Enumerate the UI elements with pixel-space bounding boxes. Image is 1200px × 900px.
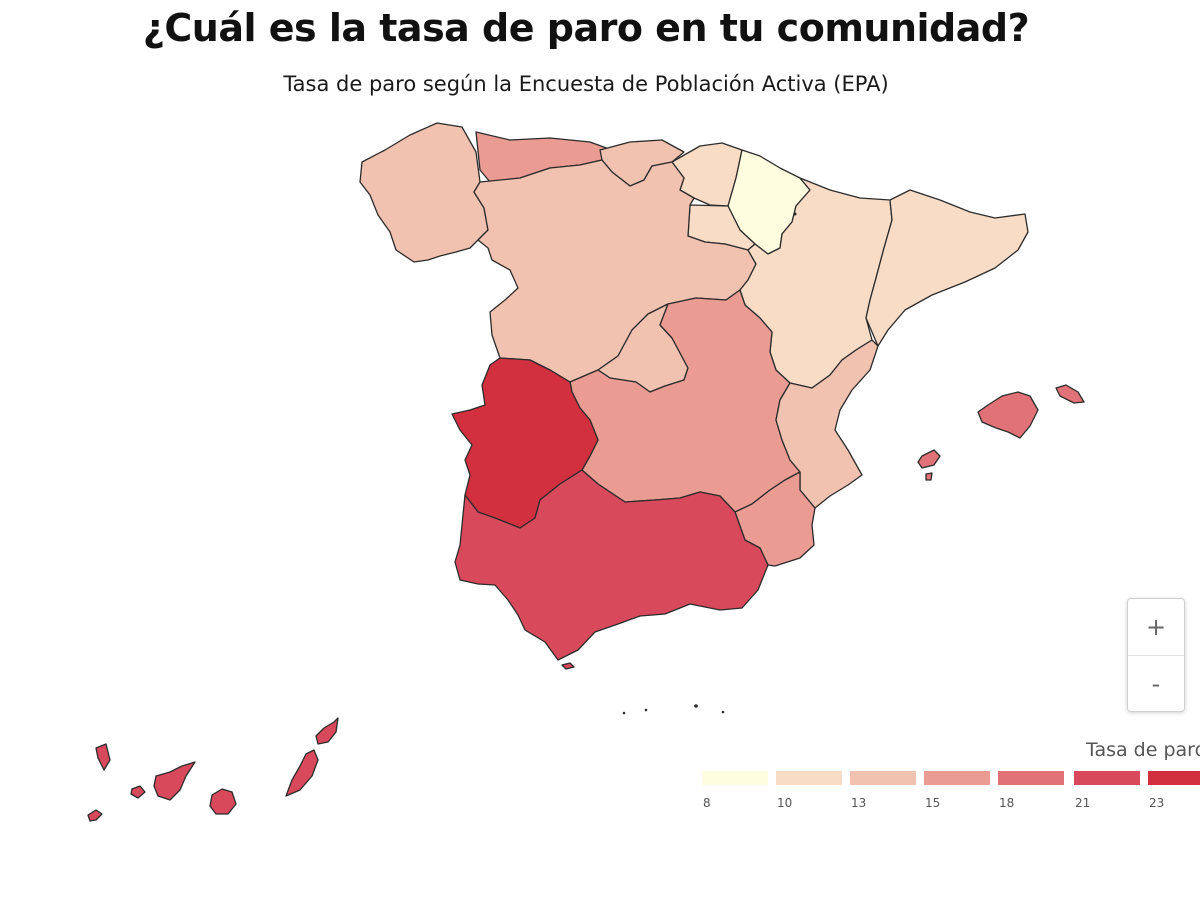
islet xyxy=(721,710,725,714)
legend-tick-label: 15 xyxy=(925,796,941,810)
legend-title: Tasa de paro xyxy=(1086,739,1200,761)
zoom-out-button[interactable]: - xyxy=(1128,655,1184,712)
region-la-palma[interactable] xyxy=(95,743,111,771)
map-subtitle: Tasa de paro según la Encuesta de Poblac… xyxy=(283,72,889,96)
region-menorca[interactable] xyxy=(1055,384,1085,404)
legend-color-scale: 8 10 13 15 18 21 23 xyxy=(702,771,1200,811)
legend-swatch-0 xyxy=(702,771,768,785)
islet xyxy=(622,711,626,715)
islet xyxy=(793,212,797,216)
legend-swatch-1 xyxy=(776,771,842,785)
legend-tick-label: 10 xyxy=(777,796,793,810)
region-galicia[interactable] xyxy=(359,122,489,263)
legend-swatch-2 xyxy=(850,771,916,785)
map-title: ¿Cuál es la tasa de paro en tu comunidad… xyxy=(142,6,1030,50)
legend-tick-label: 23 xyxy=(1149,796,1165,810)
legend-tick-label: 21 xyxy=(1075,796,1091,810)
region-ibiza[interactable] xyxy=(917,449,941,469)
zoom-in-button[interactable]: + xyxy=(1145,613,1167,641)
region-la-gomera[interactable] xyxy=(130,785,146,799)
region-murcia[interactable] xyxy=(734,471,816,567)
region-formentera[interactable] xyxy=(925,472,933,481)
region-lanzarote[interactable] xyxy=(315,717,339,745)
legend-tick-label: 13 xyxy=(851,796,867,810)
legend-swatch-5 xyxy=(1074,771,1140,785)
legend-swatch-4 xyxy=(998,771,1064,785)
islet xyxy=(694,704,698,708)
region-fuerteventura[interactable] xyxy=(285,749,319,797)
islet xyxy=(644,708,648,712)
region-el-hierro[interactable] xyxy=(87,809,103,822)
region-ceuta[interactable] xyxy=(561,662,575,670)
region-gran-canaria[interactable] xyxy=(209,788,237,815)
legend-tick-label: 8 xyxy=(703,796,711,810)
legend-tick-label: 18 xyxy=(999,796,1015,810)
legend-swatch-3 xyxy=(924,771,990,785)
region-andalucia[interactable] xyxy=(454,469,769,661)
zoom-controls: + - xyxy=(1127,598,1185,712)
region-mallorca[interactable] xyxy=(977,391,1039,439)
region-tenerife[interactable] xyxy=(153,761,196,801)
legend-swatch-6 xyxy=(1148,771,1200,785)
region-cataluna[interactable] xyxy=(865,189,1029,347)
